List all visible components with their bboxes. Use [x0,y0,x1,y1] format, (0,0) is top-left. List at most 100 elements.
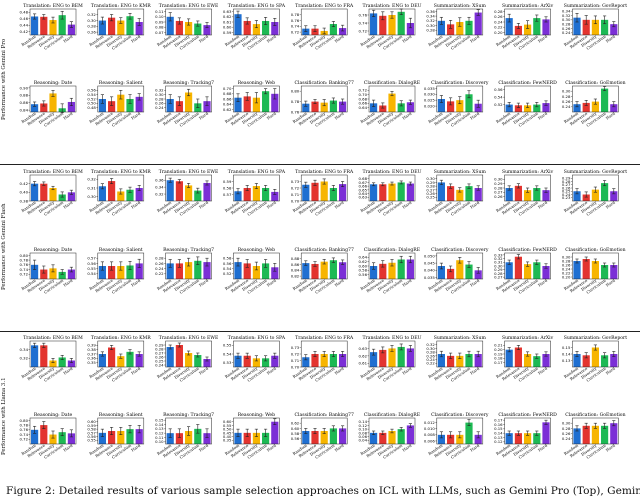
y-tick-label: 0.42 [20,181,29,186]
plot-frame [572,417,619,445]
chart-title: Classification: Discovery [431,412,489,418]
bar [271,267,279,279]
bar [49,93,57,112]
y-tick-label: 0.13 [155,426,164,431]
bar [108,347,116,367]
bar [447,186,455,201]
y-tick-label: 0.24 [494,19,503,24]
bar [388,348,396,367]
x-tick-label: Hard [334,365,346,375]
y-tick-label: 0.26 [155,354,164,359]
bar [135,263,143,279]
x-tick-label: Hard [62,110,74,120]
chart-panel: Reasoning: Tracking70.220.240.260.28Rand… [155,247,214,295]
y-tick-label: 0.040 [424,268,435,273]
y-tick-label: 0.34 [426,13,435,18]
bar [108,266,116,279]
plot-frame [233,8,280,36]
bar [573,191,581,201]
bar [234,262,242,279]
bar [474,270,482,279]
chart-title: Classification: DialogRE [364,247,420,253]
y-tick-label: 0.59 [223,179,232,184]
bar [573,354,581,367]
plot-frame [436,252,484,280]
y-tick-label: 0.30 [494,177,503,182]
plot-frame [368,174,416,202]
y-tick-label: 0.70 [359,92,368,97]
y-tick-label: 0.70 [291,198,300,203]
x-tick-label: Hard [62,277,74,287]
y-tick-label: 0.55 [223,423,232,428]
chart-panel: Classification: DialogRE 0.560.580.600.62… [359,247,421,295]
y-tick-label: 0.22 [562,270,571,275]
chart-panel: Summarization: XSum 0.250.260.270.280.290… [426,169,486,217]
bar [185,262,193,279]
chart-panel: Summarization: ArXiv 0.260.270.280.290.30… [494,169,554,217]
plot-frame [29,252,77,280]
y-tick-label: 0.72 [359,88,368,93]
y-tick-label: 0.24 [426,357,435,362]
y-tick-label: 0.63 [359,346,368,351]
y-tick-label: 0.62 [291,421,300,426]
y-tick-label: 0.31 [87,185,96,190]
chart-panel: Translation: ENG to FRA0.720.740.760.78R… [291,3,354,51]
bar [542,354,550,367]
bar [117,266,125,279]
bar [601,88,609,112]
bar [397,259,405,279]
y-tick-label: 0.18 [494,356,503,361]
chart-panel: Summarization: ArXiv 0.200.220.240.260.28… [494,3,554,51]
y-tick-label: 0.29 [494,181,503,186]
chart-panel: Classification: DialogRE 0.640.660.680.70… [359,80,421,128]
bar [456,22,464,35]
plot-frame [165,417,212,445]
y-tick-label: 0.54 [87,92,96,97]
y-tick-label: 0.22 [494,25,503,30]
bar [234,432,242,444]
bar [234,191,242,201]
x-tick-label: Hard [62,365,74,375]
y-tick-label: 0.45 [223,430,232,435]
bar [243,432,251,444]
plot-frame [29,417,77,445]
bar [591,189,599,201]
bar [203,25,211,35]
y-tick-label: 0.26 [494,14,503,19]
bar [67,269,75,279]
y-tick-label: 0.29 [494,267,503,272]
chart-title: Translation: ENG to DEU [362,3,421,9]
y-tick-label: 0.84 [291,268,300,273]
bar [243,188,251,201]
block-separator [0,331,640,332]
bar [505,433,513,444]
y-tick-label: 0.72 [291,30,300,35]
y-tick-label: 0.22 [155,271,164,276]
chart-title: Translation: ENG to SPA [228,335,286,341]
x-tick-label: Hard [334,199,346,209]
bar [175,181,183,201]
bar [339,101,347,112]
x-tick-label: Hard [266,33,278,43]
y-tick-label: 0.27 [562,182,571,187]
y-tick-label: 0.32 [426,18,435,23]
bar [456,355,464,367]
y-tick-label: 0.72 [291,185,300,190]
bar [573,104,581,112]
y-tick-label: 0.60 [359,263,368,268]
y-tick-label: 0.61 [223,19,232,24]
bar [194,428,202,444]
bar [397,11,405,36]
x-tick-label: Hard [401,110,413,120]
bar [262,358,270,367]
bar [40,425,48,444]
y-tick-label: 0.39 [87,343,96,348]
y-tick-label: 0.11 [155,9,164,14]
plot-frame [165,252,212,280]
bar [243,20,251,35]
y-tick-label: 0.035 [424,275,435,280]
x-tick-label: Hard [469,277,481,287]
y-tick-label: 0.26 [426,191,435,196]
bar [302,103,310,112]
